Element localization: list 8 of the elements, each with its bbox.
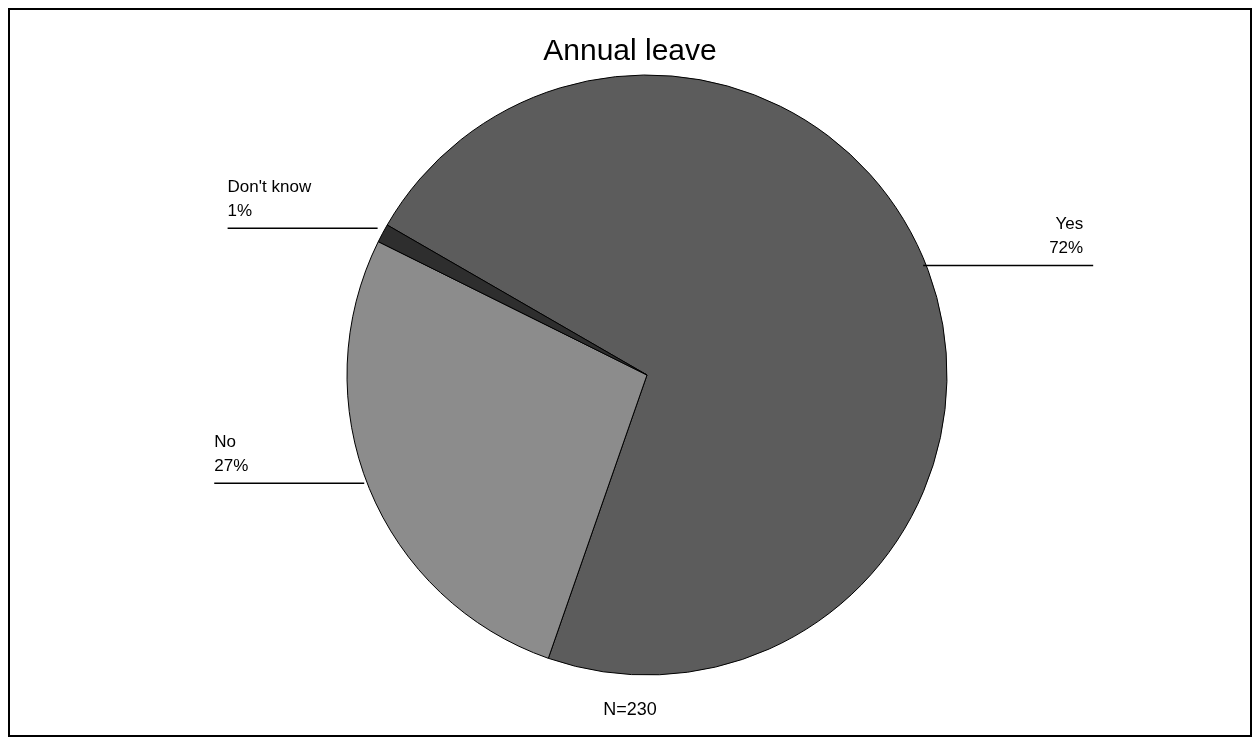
data-label: 72%	[1049, 238, 1084, 258]
slice-label: No	[214, 432, 236, 452]
chart-title: Annual leave	[543, 33, 717, 66]
slice-label: Yes	[1055, 214, 1084, 234]
data-label: 27%	[214, 456, 249, 476]
slice-label: Don't know	[227, 177, 312, 197]
data-label: 1%	[227, 201, 253, 221]
text: N=230	[603, 699, 657, 719]
